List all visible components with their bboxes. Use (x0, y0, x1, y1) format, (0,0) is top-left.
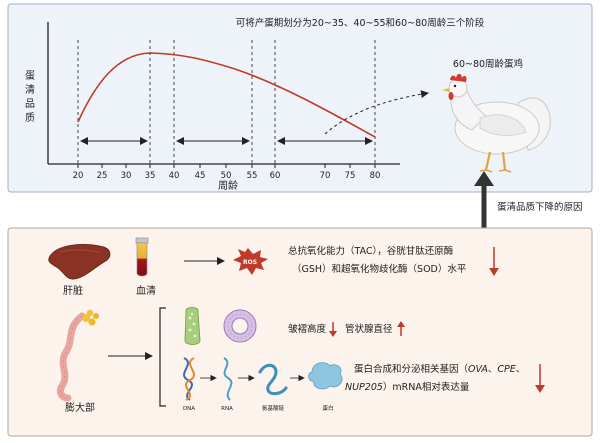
liver-label: 肝脏 (63, 284, 83, 297)
fold-down-arrow-icon (329, 322, 337, 337)
hen-icon (442, 73, 551, 173)
x-tick-label-30: 30 (121, 171, 132, 181)
amino-acid-label: 氨基酸链 (262, 404, 285, 412)
fold-height-text: 皱褶高度 (288, 323, 327, 335)
bottom-panel (7, 227, 593, 437)
gene-separator-1: 、 (488, 364, 498, 375)
gene-text-prefix: 蛋白合成和分泌相关基因（ (354, 363, 469, 375)
dna-icon (183, 357, 195, 401)
gland-up-arrow-icon (397, 321, 405, 336)
rna-label: RNA (221, 406, 233, 412)
gene-separator-2: 、 (516, 364, 526, 375)
y-label-char-4: 质 (25, 112, 35, 124)
x-tick-label-20: 20 (73, 171, 84, 181)
antioxidant-text-line1: 总抗氧化能力（TAC），谷胱甘肽还原酶 (288, 245, 454, 257)
gene-text-line1: 蛋白合成和分泌相关基因（OVA、CPE、 (354, 363, 525, 375)
x-tick-label-55: 55 (247, 171, 258, 181)
x-tick-label-35: 35 (145, 171, 156, 181)
magnum-label: 膨大部 (65, 401, 95, 414)
y-axis-label: 蛋 清 品 质 (25, 70, 35, 124)
hen-label: 60~80周龄蛋鸡 (453, 58, 523, 70)
gland-ring-icon (223, 309, 257, 343)
bracket (159, 307, 166, 407)
antioxidant-down-arrow-icon (489, 247, 499, 276)
gene-ova: OVA (468, 364, 488, 375)
x-tick-label-75: 75 (345, 171, 356, 181)
serum-label: 血清 (136, 284, 156, 297)
protein-icon (308, 362, 343, 390)
x-tick-label-25: 25 (97, 171, 108, 181)
amino-acid-chain-icon (258, 363, 288, 396)
top-panel (7, 3, 593, 193)
x-tick-label-70: 70 (320, 171, 331, 181)
stage-dividers (77, 40, 376, 164)
gene-text-suffix: ）mRNA相对表达量 (383, 381, 470, 393)
x-ticks: 20 25 30 35 40 45 50 55 60 70 75 80 (73, 164, 381, 181)
ros-label: ROS (243, 259, 257, 266)
magnum-icon (56, 309, 99, 402)
x-tick-label-50: 50 (221, 171, 232, 181)
x-tick-label-80: 80 (370, 171, 381, 181)
gland-diameter-text: 管状腺直径 (345, 323, 393, 335)
gene-cpe: CPE (497, 364, 515, 375)
ros-icon (233, 248, 268, 275)
serum-tube-icon (135, 237, 149, 277)
y-label-char-3: 品 (25, 98, 35, 110)
x-tick-label-60: 60 (270, 171, 281, 181)
y-label-char-2: 清 (25, 83, 35, 96)
top-panel-title: 可将产蛋期划分为20~35、40~55和60~80周龄三个阶段 (236, 17, 485, 29)
quality-curve (77, 52, 376, 138)
dna-label: DNA (183, 406, 195, 412)
gene-text-line2: NUP205）mRNA相对表达量 (345, 381, 470, 393)
x-tick-label-45: 45 (195, 171, 206, 181)
x-axis-label: 周龄 (218, 179, 238, 192)
connector-arrow-head (474, 171, 494, 186)
gene-nup205: NUP205 (345, 382, 383, 393)
rna-icon (223, 357, 233, 401)
hen-pointer-arrow (324, 90, 429, 135)
connector-label: 蛋清品质下降的原因 (497, 201, 583, 213)
protein-label: 蛋白 (322, 404, 333, 412)
y-label-char-1: 蛋 (25, 70, 35, 82)
fold-tissue-icon (184, 307, 201, 345)
gene-down-arrow-icon (535, 364, 545, 393)
liver-icon (48, 244, 111, 280)
antioxidant-text-line2: （GSH）和超氧化物歧化酶（SOD）水平 (292, 263, 467, 275)
x-tick-label-40: 40 (169, 171, 180, 181)
